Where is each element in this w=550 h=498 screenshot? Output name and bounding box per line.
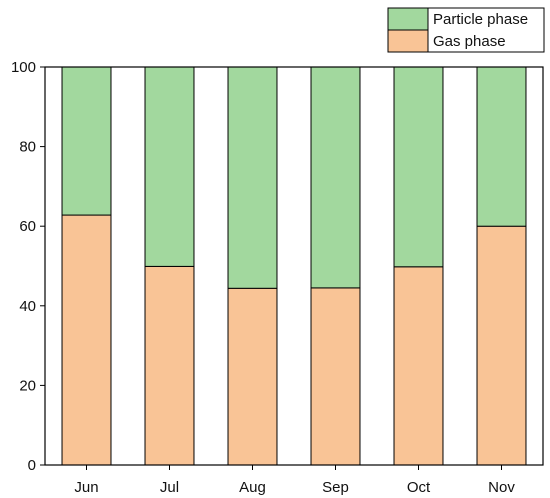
y-tick-label: 20 bbox=[19, 377, 36, 394]
bar-gas-phase-oct bbox=[393, 266, 444, 466]
bar-gas-phase-aug bbox=[227, 287, 278, 466]
legend-swatch-gas-phase bbox=[387, 29, 429, 53]
bar-particle-phase-nov bbox=[476, 66, 527, 227]
legend-label-particle-phase: Particle phase bbox=[433, 11, 528, 28]
bar-gas-phase-nov bbox=[476, 225, 527, 466]
bars-layer bbox=[61, 66, 527, 466]
x-tick-label: Aug bbox=[239, 479, 266, 496]
legend-label-gas-phase: Gas phase bbox=[433, 33, 506, 50]
y-tick-label: 40 bbox=[19, 298, 36, 315]
bar-gas-phase-jun bbox=[61, 214, 112, 466]
x-axis: Jun Jul Aug Sep Oct Nov bbox=[74, 465, 515, 496]
x-tick-label: Nov bbox=[488, 479, 515, 496]
x-tick-label: Jul bbox=[160, 479, 179, 496]
y-axis: 0 20 40 60 80 100 bbox=[11, 59, 45, 474]
bar-particle-phase-sep bbox=[310, 66, 361, 289]
bar-gas-phase-sep bbox=[310, 287, 361, 466]
y-tick-label: 60 bbox=[19, 218, 36, 235]
legend: Particle phase Gas phase bbox=[387, 7, 545, 53]
bar-particle-phase-oct bbox=[393, 66, 444, 268]
y-tick-label: 0 bbox=[28, 457, 36, 474]
y-tick-label: 100 bbox=[11, 59, 36, 76]
legend-swatch-particle-phase bbox=[387, 7, 429, 31]
x-tick-label: Oct bbox=[407, 479, 431, 496]
x-tick-label: Sep bbox=[322, 479, 349, 496]
bar-particle-phase-jul bbox=[144, 66, 195, 267]
x-tick-label: Jun bbox=[74, 479, 98, 496]
bar-gas-phase-jul bbox=[144, 265, 195, 466]
y-tick-label: 80 bbox=[19, 139, 36, 156]
plot-frame bbox=[44, 66, 544, 466]
bar-particle-phase-jun bbox=[61, 66, 112, 216]
bar-particle-phase-aug bbox=[227, 66, 278, 289]
